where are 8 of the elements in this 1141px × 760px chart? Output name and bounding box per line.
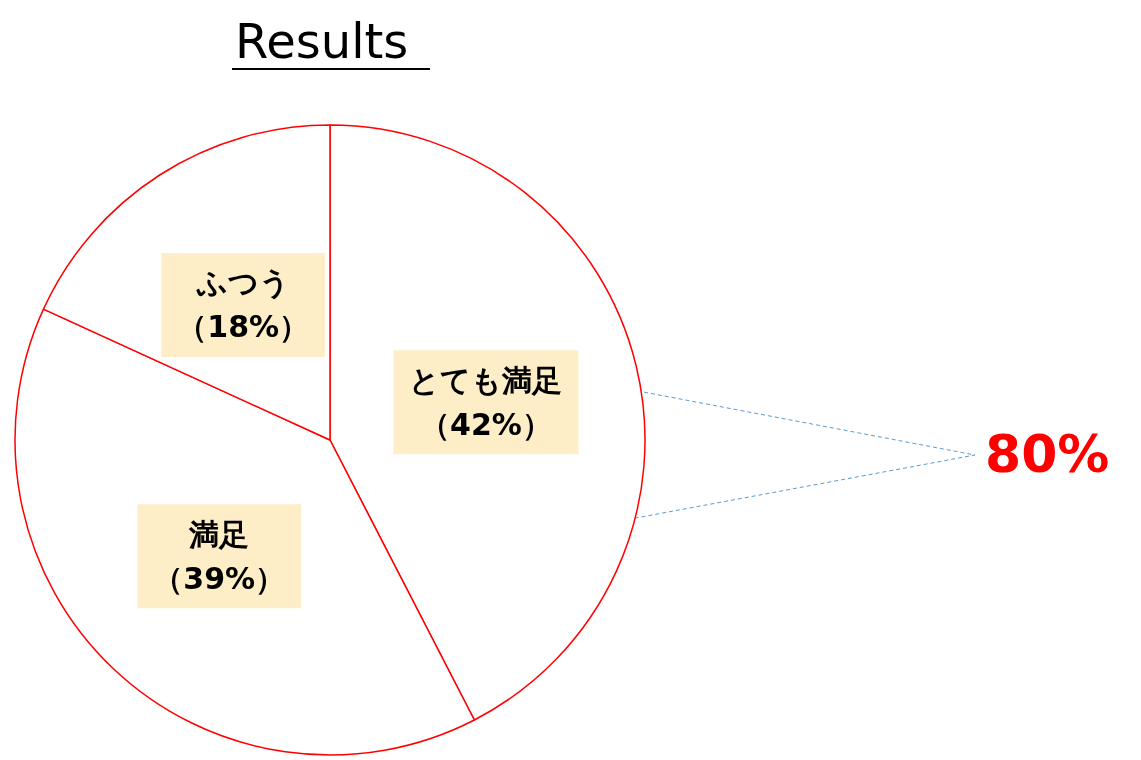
text: 80% <box>985 424 1110 484</box>
chart-title: Results <box>235 13 409 69</box>
data-label: （42%） <box>420 406 552 442</box>
slice-label: とても満足 <box>409 362 563 398</box>
data-label: （18%） <box>177 309 310 345</box>
slice-label: ふつう <box>195 265 290 301</box>
data-label: （39%） <box>153 560 286 596</box>
slice-label: 満足 <box>188 516 250 552</box>
